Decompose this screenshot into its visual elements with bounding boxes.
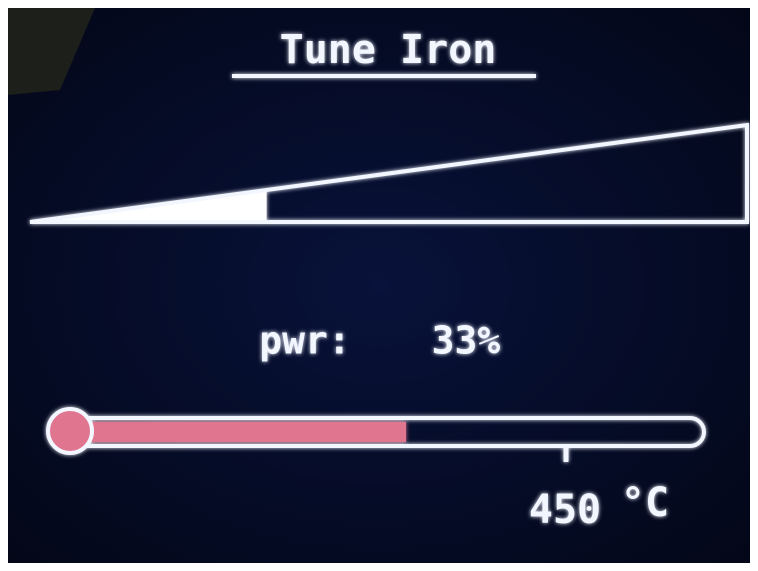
- temperature-value: 450: [529, 487, 601, 533]
- power-label: pwr:: [259, 319, 351, 363]
- thermometer-level: [66, 422, 406, 442]
- power-value: 33%: [432, 319, 501, 363]
- temperature-unit: °C: [621, 480, 669, 526]
- device-screen: Tune Iron pwr: 33% 450 °C: [0, 0, 758, 571]
- screen-title: Tune Iron: [280, 27, 497, 73]
- thermometer-bulb: [48, 409, 92, 453]
